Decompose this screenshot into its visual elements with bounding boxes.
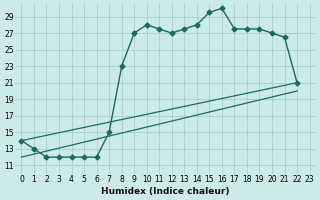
X-axis label: Humidex (Indice chaleur): Humidex (Indice chaleur) bbox=[101, 187, 230, 196]
